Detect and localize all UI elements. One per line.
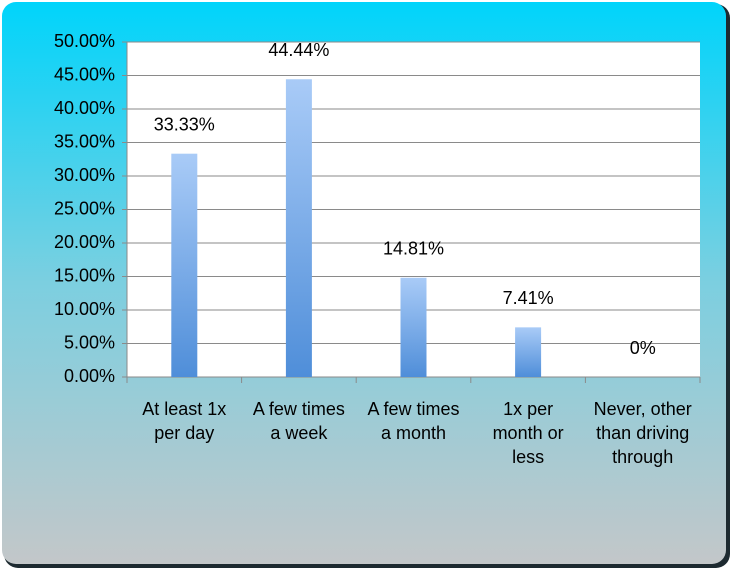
data-label: 33.33%: [154, 114, 215, 134]
y-tick-label: 35.00%: [54, 131, 115, 151]
data-label: 7.41%: [503, 288, 554, 308]
y-tick-label: 0.00%: [64, 366, 115, 386]
x-tick-label: Never, other than driving through: [594, 399, 692, 467]
y-tick-label: 30.00%: [54, 165, 115, 185]
y-tick-label: 15.00%: [54, 265, 115, 285]
y-tick-label: 40.00%: [54, 98, 115, 118]
x-tick-label: At least 1x per day: [142, 399, 226, 443]
y-tick-label: 5.00%: [64, 332, 115, 352]
data-label: 0%: [630, 338, 656, 358]
bar: [171, 153, 198, 377]
y-tick-label: 20.00%: [54, 232, 115, 252]
bar: [285, 79, 312, 377]
y-tick-label: 25.00%: [54, 198, 115, 218]
x-tick-label: 1x per month or less: [493, 399, 564, 467]
x-tick-label: A few times a month: [367, 399, 459, 443]
bar: [515, 327, 542, 377]
y-tick-label: 50.00%: [54, 31, 115, 51]
data-label: 44.44%: [268, 40, 329, 60]
data-label: 14.81%: [383, 239, 444, 259]
x-tick-label: A few times a week: [253, 399, 345, 443]
y-tick-label: 10.00%: [54, 299, 115, 319]
bar: [400, 277, 427, 377]
y-tick-label: 45.00%: [54, 64, 115, 84]
